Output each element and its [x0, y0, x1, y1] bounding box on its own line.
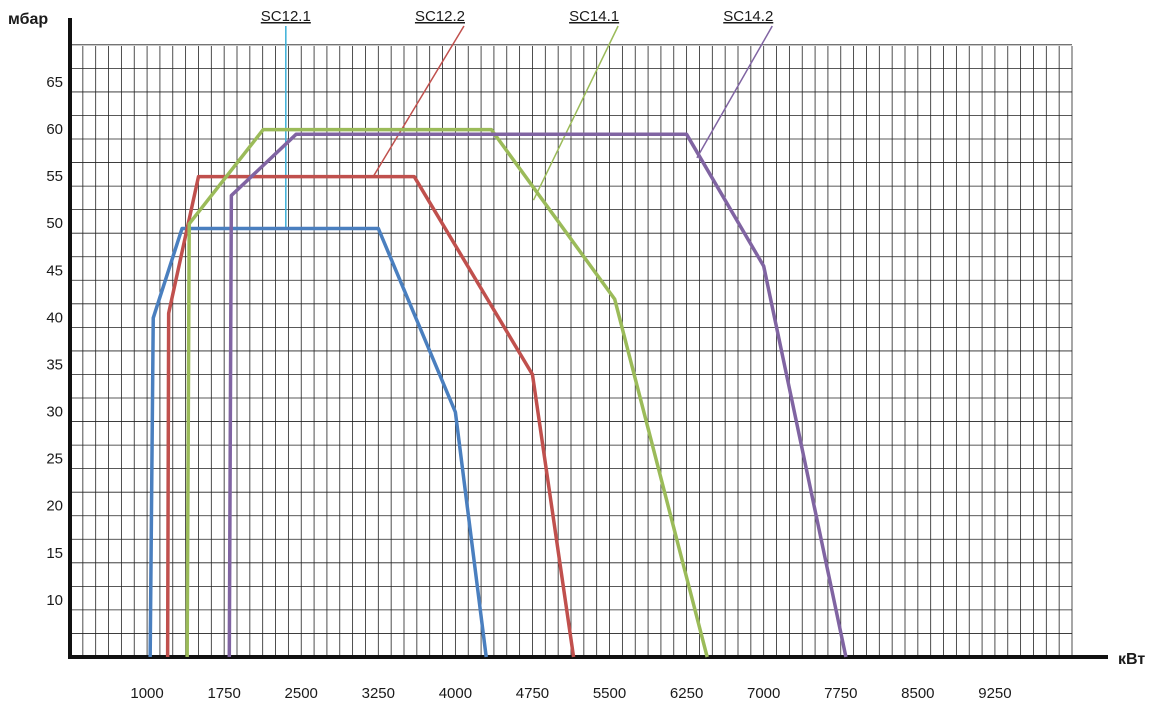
series-leader-lines	[285, 25, 773, 229]
series-label: SC14.2	[723, 8, 773, 25]
y-tick-label: 50	[46, 215, 63, 232]
x-tick-label: 7000	[747, 685, 780, 702]
series-line	[165, 174, 576, 658]
x-tick-labels: 1000 1750 2500 3250 4000 4750 5500 6250 7000 7750…	[130, 685, 1011, 702]
y-tick-label: 40	[46, 309, 63, 326]
axes	[68, 18, 1108, 659]
x-tick-label: 6250	[670, 685, 703, 702]
y-tick-label: 10	[46, 592, 63, 609]
series-line	[148, 226, 488, 658]
series-leader-line	[696, 25, 773, 159]
x-tick-label: 1000	[130, 685, 163, 702]
series-line	[185, 127, 709, 658]
series-leader-line	[372, 25, 465, 178]
x-tick-label: 9250	[978, 685, 1011, 702]
y-tick-label: 60	[46, 121, 63, 138]
series-label: SC12.1	[261, 8, 311, 25]
series-line	[227, 132, 848, 658]
y-tick-labels: 10 15 20 25 30 35 40 45 50 55 60 65	[46, 74, 63, 609]
x-tick-label: 2500	[285, 685, 318, 702]
y-tick-label: 25	[46, 451, 63, 468]
y-tick-label: 55	[46, 168, 63, 185]
x-tick-label: 3250	[362, 685, 395, 702]
series-label: SC12.2	[415, 8, 465, 25]
x-tick-label: 1750	[207, 685, 240, 702]
series-label: SC14.1	[569, 8, 619, 25]
y-tick-label: 35	[46, 356, 63, 373]
x-tick-label: 5500	[593, 685, 626, 702]
y-tick-label: 65	[46, 74, 63, 91]
series-leader-line	[532, 25, 619, 201]
x-tick-label: 4000	[439, 685, 472, 702]
x-tick-label: 7750	[824, 685, 857, 702]
series-lines	[148, 127, 848, 658]
y-tick-label: 45	[46, 262, 63, 279]
grid	[70, 44, 1073, 657]
x-tick-label: 4750	[516, 685, 549, 702]
series-labels: SC12.1 SC12.2 SC14.1 SC14.2	[261, 8, 774, 25]
x-axis-label: кВт	[1118, 651, 1145, 668]
y-tick-label: 15	[46, 545, 63, 562]
y-axis-label: мбар	[8, 11, 48, 28]
y-tick-label: 20	[46, 498, 63, 515]
y-tick-label: 30	[46, 404, 63, 421]
x-tick-label: 8500	[901, 685, 934, 702]
